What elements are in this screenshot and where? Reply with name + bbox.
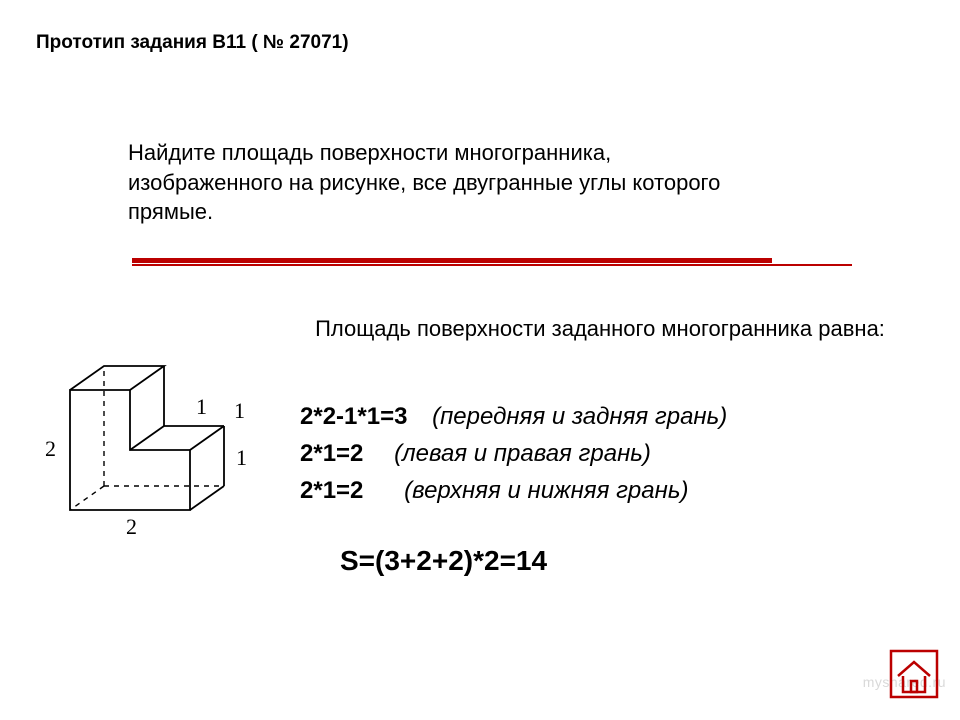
calc-note-2: (левая и правая грань) xyxy=(394,440,651,467)
slide: Прототип задания B11 ( № 27071) Найдите … xyxy=(0,0,960,720)
dim-left: 2 xyxy=(45,436,56,461)
polyhedron-figure: 2 2 1 1 1 xyxy=(30,310,270,540)
calc-line-2: 2*1=2 (левая и правая грань) xyxy=(300,435,890,472)
calc-eq-2: 2*1=2 xyxy=(300,440,363,467)
problem-text: Найдите площадь поверхности многогранник… xyxy=(128,138,768,227)
calculation-block: 2*2-1*1=3 (передняя и задняя грань) 2*1=… xyxy=(300,398,890,510)
dim-right-upper: 1 xyxy=(234,398,245,423)
calc-note-1: (передняя и задняя грань) xyxy=(432,403,727,430)
task-prototype-header: Прототип задания B11 ( № 27071) xyxy=(36,32,349,54)
result-formula: S=(3+2+2)*2=14 xyxy=(340,545,547,577)
calc-note-3: (верхняя и нижняя грань) xyxy=(404,477,688,504)
dim-right-lower: 1 xyxy=(236,445,247,470)
divider-rule xyxy=(132,258,852,268)
calc-eq-3: 2*1=2 xyxy=(300,477,363,504)
dim-top-step: 1 xyxy=(196,394,207,419)
calc-line-1: 2*2-1*1=3 (передняя и задняя грань) xyxy=(300,398,890,435)
home-icon[interactable] xyxy=(888,648,940,700)
answer-title: Площадь поверхности заданного многогранн… xyxy=(300,315,900,344)
calc-line-3: 2*1=2 (верхняя и нижняя грань) xyxy=(300,472,890,509)
calc-eq-1: 2*2-1*1=3 xyxy=(300,403,407,430)
dim-bottom: 2 xyxy=(126,514,137,539)
